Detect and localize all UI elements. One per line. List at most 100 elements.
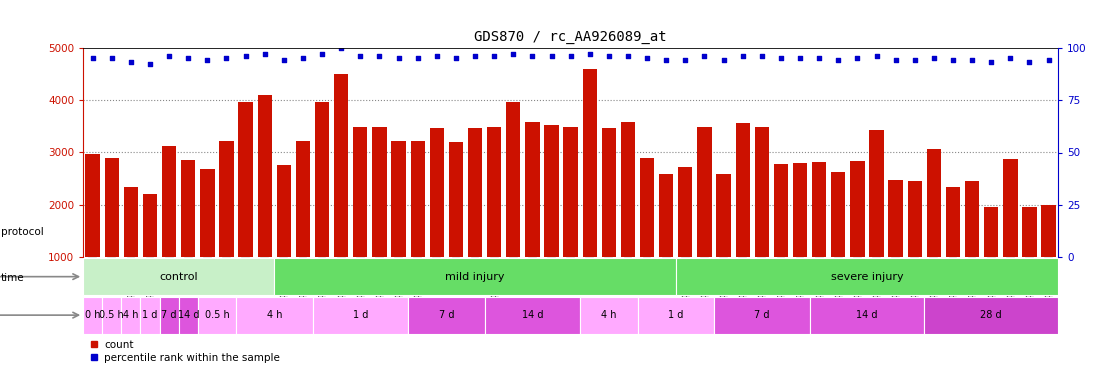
Point xyxy=(1002,55,1019,61)
Bar xyxy=(201,169,215,310)
Bar xyxy=(143,194,157,310)
Bar xyxy=(924,297,1058,333)
Bar xyxy=(257,95,271,310)
Bar xyxy=(773,164,788,310)
Bar xyxy=(468,128,482,310)
Text: 1 d: 1 d xyxy=(352,310,368,320)
Bar xyxy=(124,187,138,310)
Point xyxy=(294,55,311,61)
Point xyxy=(906,57,924,63)
Bar xyxy=(315,102,329,310)
Point xyxy=(562,53,579,59)
Bar xyxy=(831,172,845,310)
Point xyxy=(523,53,541,59)
Text: 14 d: 14 d xyxy=(177,310,199,320)
Legend: count, percentile rank within the sample: count, percentile rank within the sample xyxy=(89,340,280,363)
Text: 0 h: 0 h xyxy=(85,310,101,320)
Text: severe injury: severe injury xyxy=(831,272,903,282)
Bar xyxy=(714,297,810,333)
Bar xyxy=(544,125,558,310)
Bar xyxy=(850,161,864,310)
Bar xyxy=(410,141,424,310)
Text: 0.5 h: 0.5 h xyxy=(205,310,229,320)
Text: control: control xyxy=(160,272,198,282)
Bar xyxy=(676,258,1058,295)
Bar xyxy=(525,122,540,310)
Bar xyxy=(102,297,122,333)
Bar xyxy=(1003,159,1017,310)
Text: time: time xyxy=(1,273,24,283)
Bar xyxy=(391,141,406,310)
Bar xyxy=(926,149,941,310)
Bar xyxy=(1023,206,1037,310)
Point xyxy=(217,55,235,61)
Text: 7 d: 7 d xyxy=(439,310,454,320)
Bar xyxy=(640,158,654,310)
Text: 0.5 h: 0.5 h xyxy=(100,310,124,320)
Point xyxy=(581,51,598,57)
Point xyxy=(638,55,656,61)
Bar xyxy=(697,127,711,310)
Bar xyxy=(965,181,979,310)
Text: 1 d: 1 d xyxy=(142,310,157,320)
Bar xyxy=(602,128,616,310)
Point xyxy=(963,57,981,63)
Bar xyxy=(219,141,234,310)
Bar xyxy=(637,297,714,333)
Point xyxy=(925,55,943,61)
Point xyxy=(1039,57,1057,63)
Bar xyxy=(581,297,637,333)
Point xyxy=(428,53,445,59)
Point xyxy=(466,53,484,59)
Point xyxy=(390,55,408,61)
Point xyxy=(332,45,350,51)
Point xyxy=(447,55,464,61)
Point xyxy=(275,57,293,63)
Point xyxy=(830,57,848,63)
Bar xyxy=(984,206,998,310)
Point xyxy=(237,53,255,59)
Point xyxy=(791,55,809,61)
Bar xyxy=(122,297,141,333)
Point xyxy=(543,53,561,59)
Point xyxy=(179,55,197,61)
Text: 28 d: 28 d xyxy=(981,310,1002,320)
Bar xyxy=(178,297,198,333)
Point xyxy=(983,59,1001,65)
Point xyxy=(84,55,102,61)
Text: protocol: protocol xyxy=(1,227,44,238)
Bar xyxy=(104,158,119,310)
Text: 7 d: 7 d xyxy=(162,310,177,320)
Bar xyxy=(238,102,253,310)
Point xyxy=(696,53,714,59)
Bar xyxy=(275,258,676,295)
Text: GDS870 / rc_AA926089_at: GDS870 / rc_AA926089_at xyxy=(474,30,667,44)
Point xyxy=(409,55,427,61)
Bar xyxy=(946,187,961,310)
Point xyxy=(657,57,675,63)
Bar xyxy=(181,160,195,310)
Bar xyxy=(312,297,408,333)
Text: 4 h: 4 h xyxy=(267,310,283,320)
Bar xyxy=(1042,205,1056,310)
Point xyxy=(314,51,331,57)
Point xyxy=(944,57,962,63)
Point xyxy=(886,57,904,63)
Point xyxy=(370,53,388,59)
Bar xyxy=(160,297,178,333)
Point xyxy=(103,55,121,61)
Bar xyxy=(484,297,581,333)
Bar xyxy=(430,128,444,310)
Point xyxy=(715,57,732,63)
Text: 1 d: 1 d xyxy=(668,310,684,320)
Point xyxy=(351,53,369,59)
Bar xyxy=(372,127,387,310)
Bar xyxy=(353,127,368,310)
Point xyxy=(733,53,751,59)
Text: 4 h: 4 h xyxy=(602,310,617,320)
Point xyxy=(753,53,771,59)
Bar xyxy=(736,123,750,310)
Point xyxy=(504,51,522,57)
Point xyxy=(198,57,216,63)
Point xyxy=(122,59,140,65)
